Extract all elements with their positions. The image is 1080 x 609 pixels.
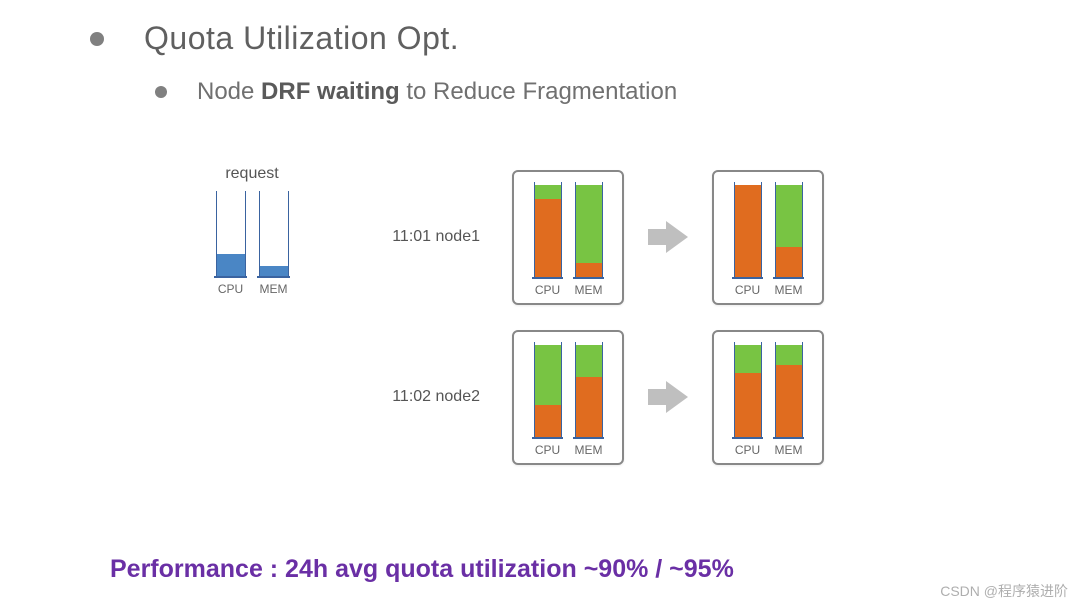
node2-label: 11:02 node2 [380,388,480,406]
bar-label: CPU [735,443,760,457]
bar-segment [260,266,288,276]
node1-before-chart: CPU MEM [528,182,608,297]
title-row: Quota Utilization Opt. [90,20,459,57]
bar-column: CPU [532,342,563,457]
node1-before-frame: CPU MEM [512,170,624,305]
bar-label: CPU [535,443,560,457]
bar-column: MEM [257,191,290,296]
bar-baseline [573,277,604,279]
page-title: Quota Utilization Opt. [144,20,459,57]
bar-baseline [257,276,290,278]
node1-after-frame: CPU MEM [712,170,824,305]
bar-slot [775,342,803,437]
bar-segment [535,199,561,277]
bar-baseline [214,276,247,278]
bar-column: MEM [573,182,604,297]
bar-baseline [732,277,763,279]
bar-segment [217,254,245,276]
node2-before-frame: CPU MEM [512,330,624,465]
bar-segment [576,185,602,263]
bar-baseline [532,277,563,279]
bar-baseline [573,437,604,439]
bar-segment [735,345,761,373]
node1-after-chart: CPU MEM [728,182,808,297]
bar-segment [576,345,602,377]
bar-column: MEM [773,342,804,457]
bar-slot [534,342,562,437]
bar-label: MEM [575,283,603,297]
bar-segment [735,373,761,437]
bar-segment [535,345,561,405]
bar-column: CPU [732,342,763,457]
subtitle-text: Node DRF waiting to Reduce Fragmentation [197,78,677,106]
bar-column: MEM [573,342,604,457]
bullet-icon [90,32,104,46]
request-chart: CPU MEM [210,191,294,296]
bar-label: CPU [218,282,243,296]
node1-label: 11:01 node1 [380,228,480,246]
bar-column: MEM [773,182,804,297]
bar-column: CPU [732,182,763,297]
bar-slot [534,182,562,277]
bar-label: MEM [260,282,288,296]
bar-segment [735,185,761,277]
node2-after-chart: CPU MEM [728,342,808,457]
node-row-2: 11:02 node2 CPU MEM CPU MEM [380,330,824,465]
bar-column: CPU [214,191,247,296]
bar-column: CPU [532,182,563,297]
request-label: request [210,165,294,183]
bar-slot [775,182,803,277]
bar-label: CPU [735,283,760,297]
bullet-icon [155,86,167,98]
bar-segment [776,185,802,247]
arrow-icon [648,381,688,413]
bar-slot [575,182,603,277]
node2-before-chart: CPU MEM [528,342,608,457]
bar-label: MEM [575,443,603,457]
bar-slot [575,342,603,437]
subtitle-bold: DRF waiting [261,78,400,105]
node2-after-frame: CPU MEM [712,330,824,465]
bar-baseline [773,437,804,439]
subtitle-part1: Node [197,78,261,105]
subtitle-part2: to Reduce Fragmentation [400,78,678,105]
bar-segment [535,405,561,437]
bar-segment [535,185,561,199]
bar-baseline [532,437,563,439]
bar-slot [734,182,762,277]
bar-segment [776,247,802,277]
bar-label: CPU [535,283,560,297]
bar-segment [576,377,602,437]
bar-baseline [773,277,804,279]
arrow-icon [648,221,688,253]
bar-baseline [732,437,763,439]
subtitle-row: Node DRF waiting to Reduce Fragmentation [155,78,677,106]
bar-segment [576,263,602,277]
bar-slot [734,342,762,437]
bar-segment [776,365,802,437]
node-row-1: 11:01 node1 CPU MEM CPU MEM [380,170,824,305]
bar-segment [776,345,802,365]
bar-slot [216,191,246,276]
watermark-text: CSDN @程序猿进阶 [940,581,1068,601]
bar-label: MEM [775,443,803,457]
request-chart-block: request CPU MEM [210,165,294,296]
bar-slot [259,191,289,276]
bar-label: MEM [775,283,803,297]
performance-text: Performance : 24h avg quota utilization … [110,555,734,584]
